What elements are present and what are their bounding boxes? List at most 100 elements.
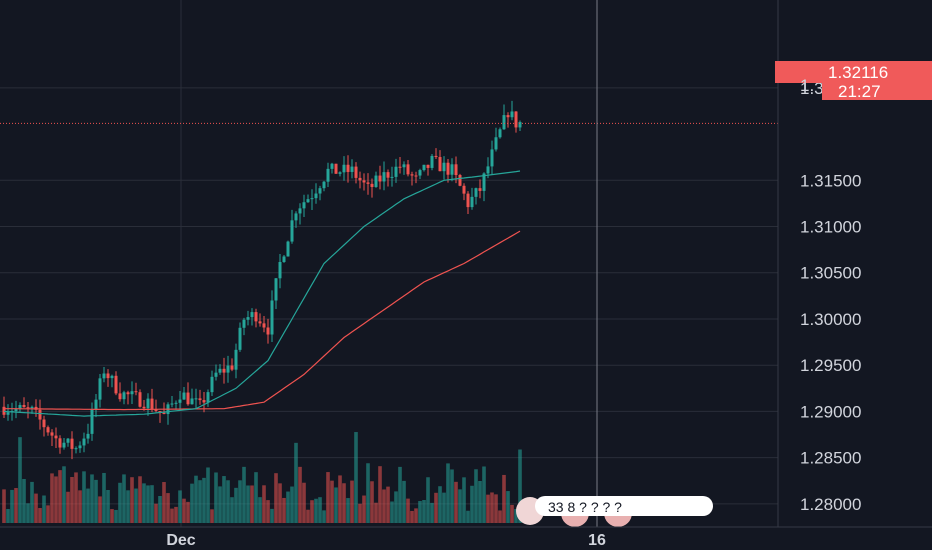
candle-down bbox=[114, 375, 118, 394]
candle-up bbox=[294, 213, 298, 221]
volume-bar bbox=[102, 472, 106, 523]
candle-down bbox=[54, 435, 58, 439]
candle-up bbox=[66, 438, 70, 443]
candle-down bbox=[198, 398, 202, 401]
volume-bar bbox=[330, 480, 334, 523]
candle-down bbox=[458, 175, 462, 186]
volume-bar bbox=[150, 485, 154, 523]
candle-down bbox=[158, 410, 162, 413]
volume-bar bbox=[210, 509, 214, 523]
candle-up bbox=[298, 208, 302, 214]
volume-bar bbox=[430, 502, 434, 523]
candle-down bbox=[454, 164, 458, 176]
volume-bar bbox=[502, 474, 506, 523]
candle-down bbox=[346, 164, 350, 172]
volume-bar bbox=[366, 463, 370, 523]
volume-bar bbox=[202, 477, 206, 523]
candle-up bbox=[290, 220, 294, 242]
candle-down bbox=[118, 393, 122, 400]
candle-up bbox=[390, 176, 394, 178]
partially-hidden-tick: 1. bbox=[800, 76, 814, 95]
volume-bar bbox=[250, 485, 254, 523]
candle-up bbox=[246, 317, 250, 320]
volume-bar bbox=[358, 503, 362, 523]
volume-bar bbox=[302, 482, 306, 523]
y-tick-label: 1.31000 bbox=[800, 218, 861, 237]
candle-up bbox=[78, 445, 82, 449]
volume-bar bbox=[506, 491, 510, 523]
candle-down bbox=[262, 323, 266, 328]
candle-down bbox=[138, 392, 142, 407]
candle-up bbox=[482, 173, 486, 191]
candle-up bbox=[86, 433, 90, 439]
volume-bar bbox=[378, 466, 382, 523]
volume-bar bbox=[146, 485, 150, 523]
volume-bar bbox=[82, 471, 86, 523]
candle-up bbox=[342, 164, 346, 173]
x-axis-tick-labels[interactable]: Dec 16 bbox=[166, 532, 606, 549]
event-label-pill[interactable] bbox=[535, 496, 713, 516]
candle-down bbox=[2, 406, 6, 415]
candle-down bbox=[258, 321, 262, 324]
volume-bar bbox=[298, 466, 302, 523]
candle-down bbox=[334, 163, 338, 174]
candle-down bbox=[22, 405, 26, 408]
volume-bar bbox=[338, 475, 342, 523]
y-tick-label: 1.30500 bbox=[800, 264, 861, 283]
volume-bar bbox=[190, 483, 194, 523]
candle-up bbox=[490, 149, 494, 167]
y-tick-label: 1.31500 bbox=[800, 171, 861, 190]
candle-up bbox=[110, 375, 114, 379]
volume-bar bbox=[450, 469, 454, 523]
candle-up bbox=[190, 398, 194, 405]
candle-down bbox=[414, 175, 418, 177]
candle-up bbox=[210, 376, 214, 393]
candle-up bbox=[218, 368, 222, 373]
volume-bar bbox=[214, 472, 218, 523]
volume-bar bbox=[454, 481, 458, 523]
volume-bar bbox=[22, 478, 26, 523]
candle-down bbox=[462, 185, 466, 194]
candle-up bbox=[518, 122, 522, 128]
candle-up bbox=[330, 163, 334, 169]
volume-bar bbox=[182, 498, 186, 523]
volume-bar bbox=[470, 485, 474, 523]
volume-bar bbox=[54, 476, 58, 523]
volume-bar bbox=[66, 491, 70, 523]
y-axis-tick-labels[interactable]: 1.325001.315001.310001.305001.300001.295… bbox=[800, 79, 861, 514]
candle-up bbox=[270, 300, 274, 335]
candle-down bbox=[42, 419, 46, 428]
volume-bar bbox=[206, 467, 210, 523]
volume-bar bbox=[178, 490, 182, 523]
event-markers[interactable]: 33 8 ? ? ? ? bbox=[516, 496, 713, 527]
volume-bar bbox=[346, 498, 350, 523]
volume-bar bbox=[198, 480, 202, 523]
volume-bar bbox=[26, 503, 30, 523]
candle-up bbox=[394, 166, 398, 177]
volume-bar bbox=[70, 477, 74, 523]
volume-bar bbox=[474, 469, 478, 523]
candle-down bbox=[446, 162, 450, 175]
candle-down bbox=[362, 180, 366, 183]
volume-bar bbox=[262, 485, 266, 523]
volume-bar bbox=[122, 474, 126, 523]
candle-up bbox=[314, 193, 318, 199]
candle-up bbox=[498, 129, 502, 138]
candle-up bbox=[442, 162, 446, 172]
candle-up bbox=[418, 170, 422, 176]
candle-down bbox=[514, 111, 518, 128]
candle-up bbox=[62, 442, 66, 448]
price-badge-bg bbox=[775, 61, 932, 83]
volume-bar bbox=[174, 506, 178, 523]
candle-down bbox=[46, 427, 50, 433]
candle-down bbox=[222, 368, 226, 373]
volume-bar bbox=[518, 449, 522, 523]
volume-bar bbox=[162, 482, 166, 523]
volume-bar bbox=[342, 483, 346, 523]
volume-bar bbox=[334, 487, 338, 523]
candle-up bbox=[318, 188, 322, 194]
volume-bar bbox=[350, 480, 354, 523]
y-tick-label: 1.28000 bbox=[800, 495, 861, 514]
